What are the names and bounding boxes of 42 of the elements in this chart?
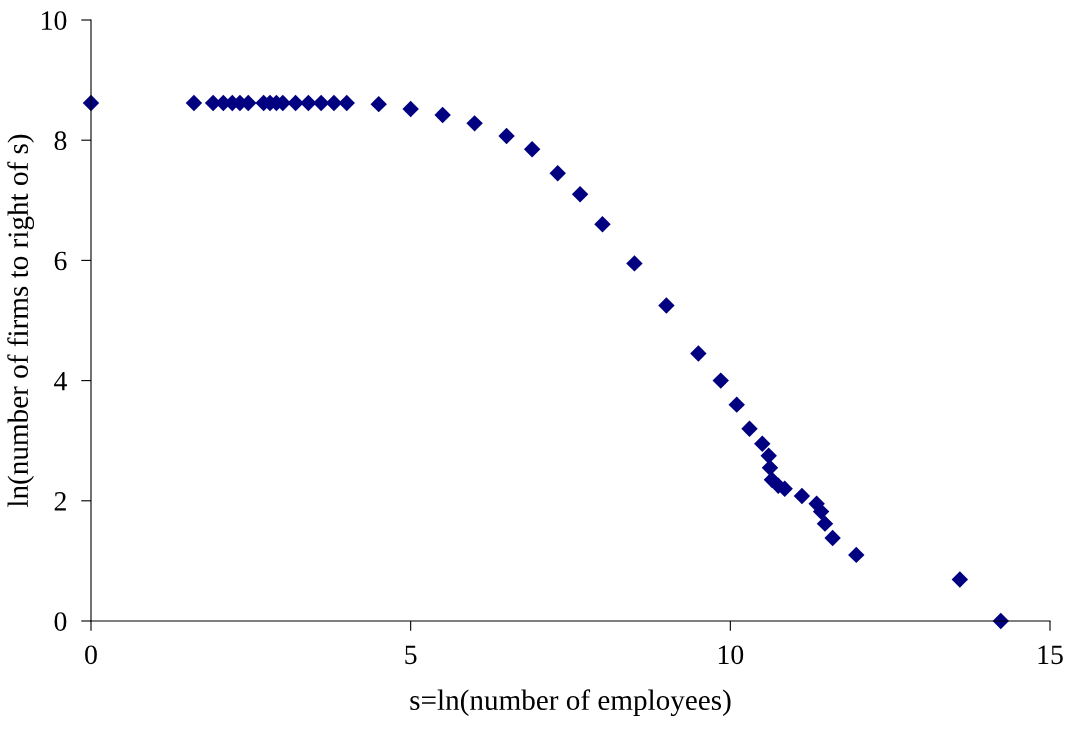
point [594, 216, 611, 233]
point [824, 529, 841, 547]
x-tick-label: 10 [718, 645, 744, 665]
point [466, 115, 483, 132]
point [523, 141, 541, 158]
point [951, 571, 969, 588]
y-tick-label: 10 [42, 11, 67, 30]
point [728, 396, 745, 413]
y-tick-label: 4 [54, 371, 67, 391]
point [325, 94, 343, 112]
x-tick-label: 15 [1038, 645, 1063, 665]
point [848, 546, 865, 564]
point [793, 487, 811, 505]
point [185, 94, 203, 112]
point [761, 459, 779, 476]
point [338, 94, 355, 112]
y-tick-label: 6 [54, 251, 67, 271]
point [312, 94, 330, 112]
point [498, 127, 515, 145]
point [402, 100, 419, 118]
y-tick-label: 8 [54, 131, 67, 151]
x-tick-label: 0 [85, 645, 97, 665]
point [690, 345, 707, 362]
point [370, 95, 387, 113]
point [287, 94, 304, 112]
point [712, 372, 729, 389]
point [434, 106, 451, 124]
point [626, 255, 643, 272]
point [300, 94, 317, 112]
y-axis-title: ln(number of firms to right of s) [7, 134, 35, 508]
point [571, 186, 589, 203]
y-tick-label: 2 [54, 492, 66, 511]
y-tick-label: 0 [54, 612, 67, 631]
x-tick-label: 5 [405, 645, 417, 665]
point [549, 165, 566, 182]
point [754, 435, 771, 452]
point [812, 503, 830, 520]
point [760, 447, 777, 464]
x-axis-title: s=ln(number of employees) [410, 689, 731, 717]
point [816, 515, 834, 532]
point [741, 420, 758, 437]
point [658, 297, 675, 314]
